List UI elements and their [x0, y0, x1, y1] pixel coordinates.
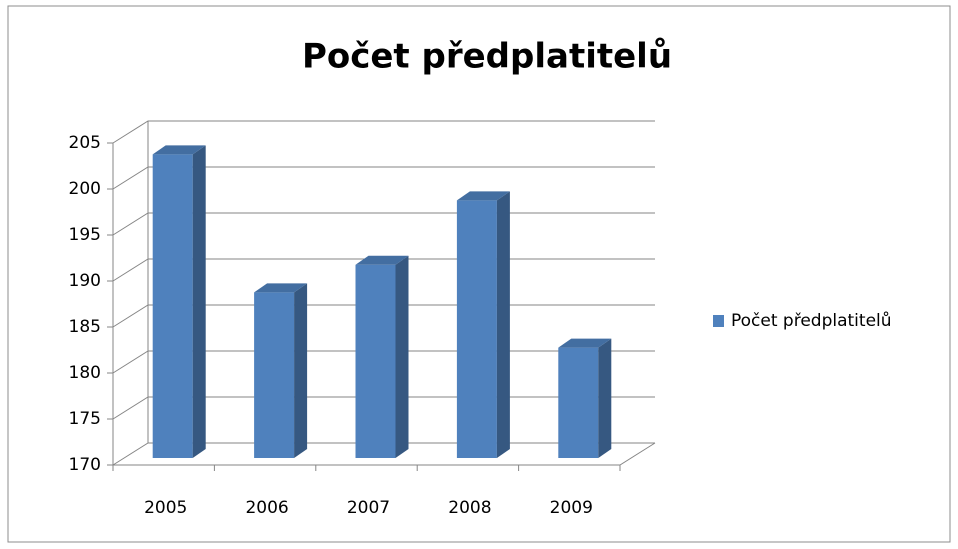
x-tick-label: 2005	[144, 498, 187, 518]
y-tick-label: 205	[69, 133, 101, 153]
bar	[456, 191, 510, 458]
bar-front	[254, 292, 295, 458]
x-tick-label: 2006	[245, 498, 288, 518]
y-tick-label: 200	[69, 179, 101, 199]
x-tick-label: 2009	[550, 498, 593, 518]
y-tick-label: 195	[69, 225, 101, 245]
y-tick-label: 180	[69, 363, 101, 383]
bar-side	[496, 191, 510, 458]
bar	[152, 145, 206, 458]
legend-label: Počet předplatitelů	[731, 311, 892, 331]
y-tick-label: 170	[69, 455, 101, 475]
bar-side	[395, 255, 409, 458]
bar-front	[152, 154, 193, 458]
chart-title: Počet předplatitelů	[302, 37, 672, 77]
y-tick-label: 185	[69, 317, 101, 337]
bar-front	[558, 347, 599, 458]
bar-front	[355, 264, 396, 458]
bar-front	[456, 200, 497, 458]
bar-side	[598, 338, 612, 458]
bar-top	[152, 145, 206, 155]
bar-top	[558, 338, 612, 348]
bar	[558, 338, 612, 458]
bar	[254, 283, 308, 458]
bar-top	[355, 255, 409, 265]
bar-top	[456, 191, 510, 201]
grid-line	[112, 120, 655, 144]
legend-swatch	[713, 315, 724, 327]
bar	[355, 255, 409, 458]
y-tick-label: 175	[69, 409, 101, 429]
x-tick-label: 2007	[347, 498, 390, 518]
bar-side	[192, 145, 206, 458]
bar-side	[294, 283, 308, 458]
bar-top	[254, 283, 308, 293]
grid-line	[112, 166, 655, 190]
x-tick-label: 2008	[448, 498, 491, 518]
y-tick-label: 190	[69, 271, 101, 291]
